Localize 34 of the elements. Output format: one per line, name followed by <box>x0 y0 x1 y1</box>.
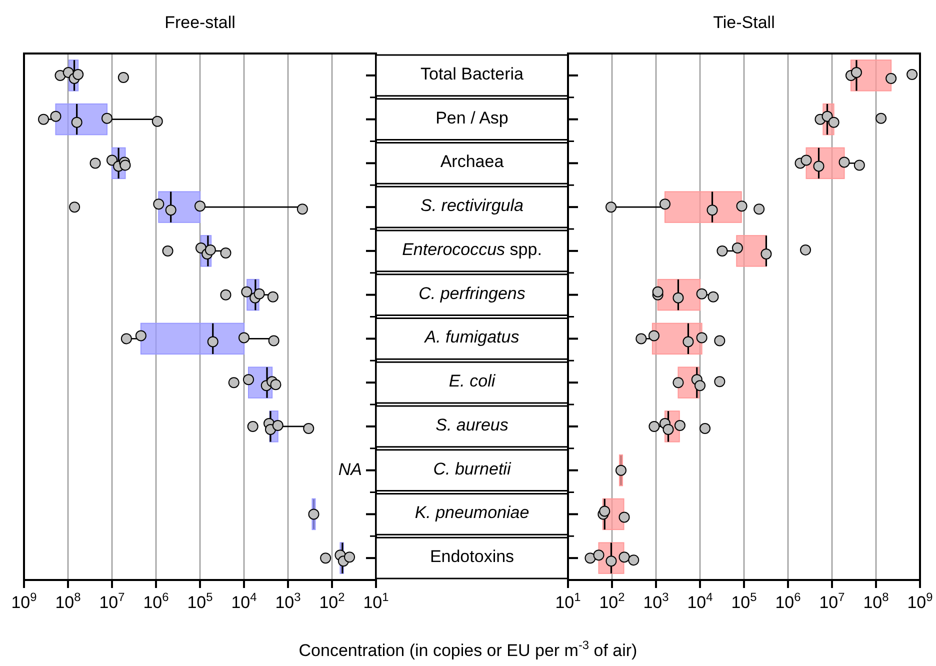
x-tick-label: 10$^{4}$ <box>687 590 714 612</box>
x-tick-label: 10$^{7}$ <box>99 590 126 612</box>
x-tick-label: 10$^{1}$ <box>363 590 390 612</box>
x-tick-label: 10$^{7}$ <box>819 590 846 612</box>
x-axis-title: Concentration (in copies or EU per m$^{-3}$ of air) <box>298 638 638 660</box>
x-tick-label: 10$^{8}$ <box>55 590 82 612</box>
y-tick-label: K. pneumoniae <box>414 504 530 523</box>
y-tick-label: Endotoxins <box>430 548 514 567</box>
x-tick-label: 10$^{5}$ <box>187 590 214 612</box>
x-tick-label: 10$^{9}$ <box>11 590 38 612</box>
y-tick-label: A. fumigatus <box>424 328 520 348</box>
y-tick-label: S. rectivirgula <box>420 196 524 216</box>
x-tick-label: 10$^{9}$ <box>907 590 934 612</box>
y-tick-label: C. perfringens <box>418 284 526 304</box>
x-tick-label: 10$^{1}$ <box>555 590 582 612</box>
y-tick-label: E. coli <box>448 372 496 392</box>
chart-title: Tie-Stall <box>713 13 775 32</box>
x-tick-label: 10$^{3}$ <box>275 590 302 612</box>
x-tick-label: 10$^{2}$ <box>599 590 626 612</box>
y-tick-label: S. aureus <box>436 416 509 435</box>
y-tick-label: C. burnetii <box>433 460 512 479</box>
chart-title: Free-stall <box>164 13 236 32</box>
annotation: NA <box>338 460 362 479</box>
x-tick-label: 10$^{2}$ <box>319 590 346 612</box>
y-tick-label: Pen / Asp <box>436 108 508 128</box>
x-tick-label: 10$^{8}$ <box>863 590 890 612</box>
y-tick-label: Enterococcus spp. <box>402 240 542 260</box>
y-tick-label: Archaea <box>440 152 504 172</box>
y-tick-label: Total Bacteria <box>420 64 524 84</box>
x-tick-label: 10$^{5}$ <box>731 590 758 612</box>
x-tick-label: 10$^{6}$ <box>143 590 170 612</box>
x-tick-label: 10$^{4}$ <box>231 590 258 612</box>
x-tick-label: 10$^{3}$ <box>643 590 670 612</box>
x-tick-label: 10$^{6}$ <box>775 590 802 612</box>
